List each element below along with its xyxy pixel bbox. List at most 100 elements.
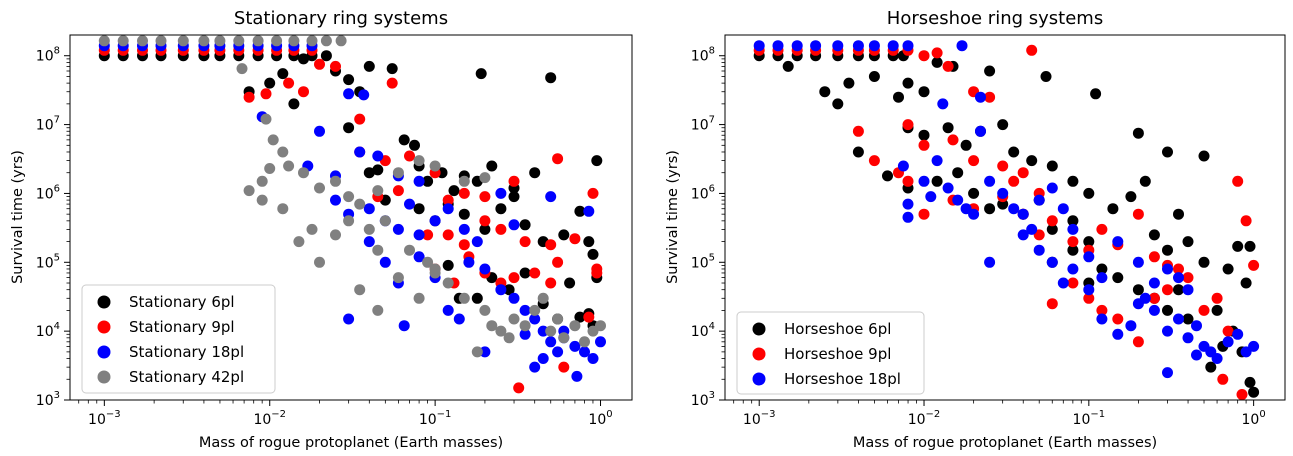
- data-point: [267, 134, 279, 146]
- data-point: [372, 150, 384, 162]
- data-point: [458, 292, 470, 304]
- data-point: [1057, 203, 1069, 215]
- data-point: [495, 325, 507, 337]
- data-point: [902, 175, 914, 187]
- data-point: [1222, 263, 1234, 275]
- data-point: [442, 259, 454, 271]
- data-point: [343, 215, 355, 227]
- data-point: [569, 233, 581, 245]
- data-point: [1182, 313, 1194, 325]
- data-point: [177, 35, 189, 47]
- data-point: [591, 267, 603, 279]
- legend-marker: [97, 370, 111, 384]
- data-point: [975, 125, 986, 137]
- data-point: [320, 35, 332, 47]
- data-point: [1067, 236, 1079, 248]
- x-tick-label: 10−2: [908, 409, 941, 428]
- data-point: [1083, 292, 1095, 304]
- data-point: [583, 311, 595, 323]
- data-point: [379, 256, 391, 268]
- data-point: [429, 160, 441, 172]
- data-point: [479, 223, 491, 235]
- data-point: [918, 208, 930, 220]
- data-point: [1112, 272, 1124, 284]
- data-point: [931, 155, 943, 167]
- data-point: [298, 53, 309, 65]
- data-point: [283, 77, 295, 89]
- data-point: [298, 167, 309, 179]
- data-point: [314, 256, 325, 268]
- data-point: [942, 60, 954, 72]
- data-point: [330, 229, 341, 241]
- data-point: [330, 60, 341, 72]
- data-point: [1125, 320, 1137, 332]
- data-point: [429, 267, 441, 279]
- x-ticks: 10−3 10−2 10−1 100: [78, 400, 613, 428]
- data-point: [343, 191, 355, 203]
- data-point: [1173, 284, 1184, 296]
- data-point: [918, 175, 930, 187]
- data-point: [283, 160, 295, 172]
- data-point: [1162, 284, 1173, 296]
- data-point: [1148, 277, 1160, 289]
- y-tick-label: 106: [691, 183, 715, 202]
- data-point: [1240, 215, 1252, 227]
- data-point: [1162, 325, 1173, 337]
- x-axis-label: Mass of rogue protoplanet (Earth masses): [199, 435, 503, 451]
- data-point: [117, 35, 129, 47]
- data-point: [1008, 175, 1020, 187]
- data-point: [363, 203, 375, 215]
- data-point: [937, 98, 949, 110]
- data-point: [386, 63, 398, 75]
- legend-box: [81, 284, 276, 394]
- data-point: [508, 191, 520, 203]
- data-point: [252, 35, 264, 47]
- data-point: [288, 35, 300, 47]
- data-point: [503, 332, 515, 344]
- data-point: [479, 172, 491, 184]
- x-tick-label: 100: [588, 409, 612, 428]
- data-point: [1112, 313, 1124, 325]
- data-point: [214, 35, 226, 47]
- data-point: [1017, 229, 1029, 241]
- data-point: [392, 167, 404, 179]
- data-point: [508, 175, 520, 187]
- data-point: [243, 185, 255, 197]
- data-point: [413, 155, 425, 167]
- data-point: [1182, 284, 1194, 296]
- data-point: [852, 125, 864, 137]
- data-point: [442, 194, 454, 206]
- data-point: [277, 146, 289, 158]
- data-point: [545, 277, 557, 289]
- data-point: [422, 229, 434, 241]
- data-point: [1083, 187, 1095, 199]
- data-point: [552, 346, 564, 358]
- data-point: [379, 215, 391, 227]
- data-point: [519, 320, 531, 332]
- data-point: [868, 71, 880, 82]
- data-point: [137, 35, 148, 47]
- data-point: [1046, 160, 1058, 172]
- y-ticks: 103 104 105 106 107 108: [691, 46, 725, 409]
- data-point: [475, 68, 487, 80]
- data-point: [545, 336, 557, 348]
- plot-frame: [69, 34, 633, 401]
- data-point: [832, 98, 844, 110]
- data-point: [422, 175, 434, 187]
- data-point: [1008, 146, 1020, 158]
- data-point: [519, 328, 531, 340]
- x-tick-label: 100: [1242, 409, 1266, 428]
- stationary-chart: Stationary ring systems 10−3 10−2 10−1 100 …: [10, 8, 633, 451]
- data-point: [260, 88, 272, 100]
- horseshoe-chart: Horseshoe ring systems 10−3 10−2 10−1 100 1…: [665, 8, 1286, 451]
- data-point: [288, 98, 300, 110]
- data-point: [1148, 292, 1160, 304]
- data-point: [330, 175, 341, 187]
- data-point: [354, 146, 366, 158]
- data-point: [537, 353, 549, 364]
- data-point: [1211, 304, 1223, 316]
- data-point: [508, 272, 520, 284]
- data-point: [503, 284, 515, 296]
- y-tick-label: 104: [36, 321, 60, 340]
